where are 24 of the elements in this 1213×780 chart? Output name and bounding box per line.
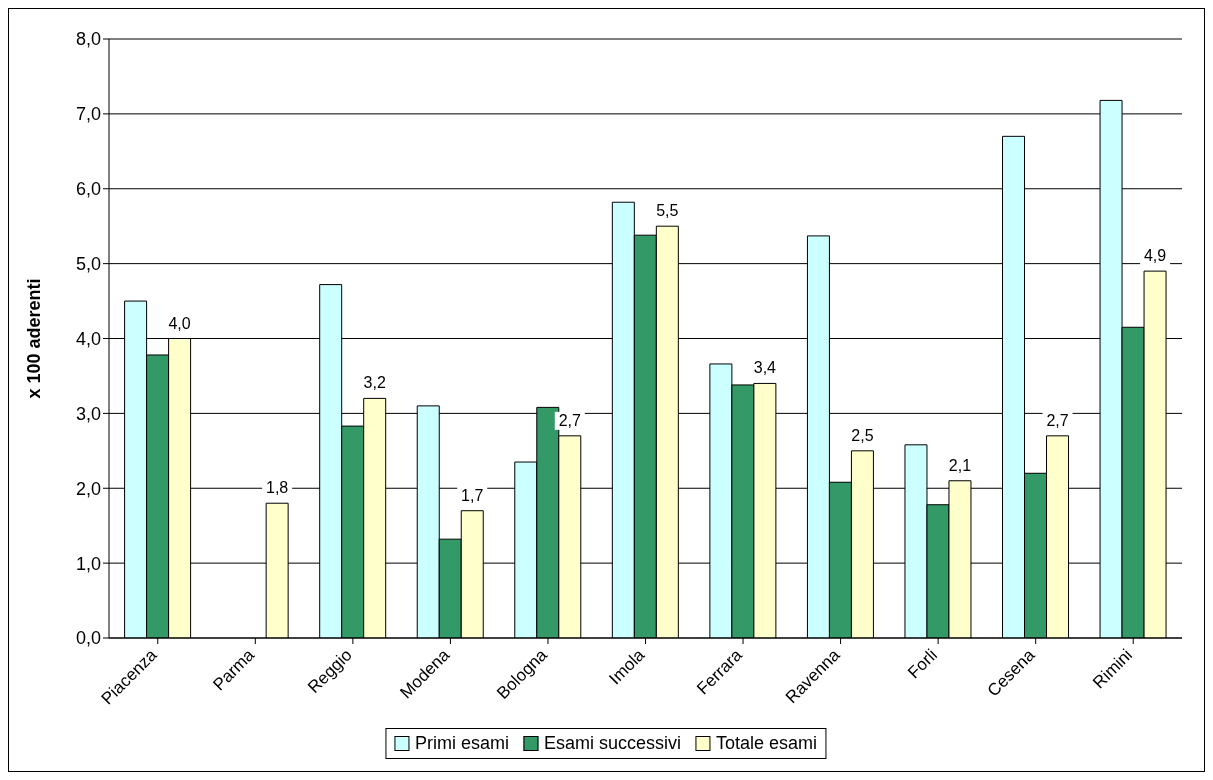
y-tick-label: 8,0 xyxy=(75,29,101,50)
y-tick-label: 0,0 xyxy=(75,628,101,649)
y-tick-label: 1,0 xyxy=(75,553,101,574)
y-tick-label: 3,0 xyxy=(75,403,101,424)
y-tick-label: 6,0 xyxy=(75,179,101,200)
data-label: 3,2 xyxy=(363,374,386,392)
y-axis-title: x 100 aderenti xyxy=(24,278,45,399)
data-label: 2,7 xyxy=(558,411,582,429)
legend-label: Totale esami xyxy=(715,733,818,754)
legend-label: Primi esami xyxy=(413,733,509,754)
y-tick-label: 2,0 xyxy=(75,478,101,499)
data-label: 4,0 xyxy=(168,314,191,332)
data-label: 1,7 xyxy=(461,486,484,504)
y-tick-label: 4,0 xyxy=(75,328,101,349)
data-label: 4,9 xyxy=(1143,247,1167,265)
data-label: 3,4 xyxy=(753,359,777,377)
data-label: 2,7 xyxy=(1046,411,1069,429)
data-label: 2,5 xyxy=(851,426,874,444)
data-label: 1,8 xyxy=(266,479,289,497)
y-tick-label: 7,0 xyxy=(75,104,101,125)
y-tick-label: 5,0 xyxy=(75,254,101,275)
legend-label: Esami successivi xyxy=(542,733,681,754)
data-label: 2,1 xyxy=(948,456,972,474)
data-label: 5,5 xyxy=(656,202,679,220)
